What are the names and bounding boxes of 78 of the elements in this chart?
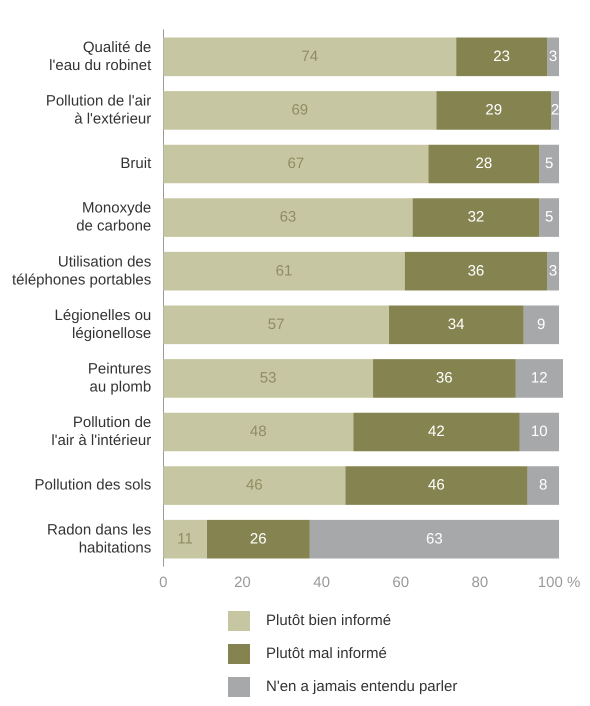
bar — [516, 359, 563, 398]
y-tick-label: Bruit — [120, 155, 152, 172]
data-label: 9 — [537, 316, 546, 333]
y-tick-label: Radon dans les habitations — [47, 521, 152, 556]
bar — [456, 38, 548, 76]
bar — [412, 198, 540, 237]
bar — [310, 520, 560, 558]
data-label: 57 — [268, 316, 284, 333]
legend-label: Plutôt bien informé — [266, 612, 392, 629]
data-label: 46 — [246, 476, 263, 494]
bar — [539, 144, 560, 184]
data-label: 42 — [428, 423, 445, 440]
bar — [163, 198, 413, 237]
bar — [404, 252, 548, 290]
x-tick-label: 80 — [472, 574, 488, 592]
x-tick-label: 0 — [159, 574, 168, 592]
y-tick-label: Qualité de l'eau du robinet — [49, 38, 152, 74]
bar — [519, 412, 560, 452]
y-tick-label: Légionelles ou légionellose — [54, 306, 152, 342]
bar — [527, 466, 560, 505]
y-tick-label: Pollution des sols — [34, 476, 152, 494]
bar — [163, 306, 389, 344]
y-tick-label: Peintures au plomb — [88, 360, 152, 396]
data-label: 36 — [436, 370, 453, 387]
data-label: 63 — [426, 530, 443, 548]
data-label: 36 — [468, 262, 484, 280]
data-label: 3 — [548, 262, 558, 280]
data-label: 48 — [250, 423, 267, 440]
bar — [163, 38, 456, 76]
bar — [163, 252, 405, 290]
legend-label: N'en a jamais entendu parler — [266, 678, 458, 695]
data-label: 2 — [550, 102, 560, 119]
data-label: 74 — [301, 48, 318, 65]
bar — [388, 306, 524, 344]
x-tick-label: 40 — [313, 574, 330, 592]
bar — [373, 359, 516, 398]
bar — [353, 412, 520, 452]
x-tick-label: 100 % — [538, 574, 580, 592]
legend-label: Plutôt mal informé — [266, 645, 387, 662]
bar — [345, 466, 528, 505]
y-tick-label: Utilisation des téléphones portables — [12, 253, 152, 288]
x-tick-label: 20 — [234, 574, 251, 592]
data-label: 5 — [544, 208, 554, 226]
data-label: 29 — [485, 102, 502, 119]
data-label: 23 — [493, 48, 510, 65]
bar — [539, 198, 560, 237]
bar — [206, 520, 310, 558]
data-label: 5 — [544, 155, 554, 172]
bar — [436, 91, 552, 130]
data-label: 3 — [548, 48, 558, 65]
bar — [523, 306, 560, 344]
x-tick-label: 60 — [392, 574, 410, 592]
bar — [163, 520, 207, 558]
data-label: 63 — [280, 208, 296, 226]
data-label: 67 — [288, 155, 304, 172]
bar — [163, 91, 436, 130]
data-label: 61 — [276, 262, 292, 280]
data-label: 53 — [260, 370, 276, 387]
data-label: 10 — [530, 423, 548, 440]
data-label: 26 — [250, 530, 267, 548]
bar — [547, 252, 560, 290]
bar — [163, 412, 354, 452]
bar — [163, 144, 428, 184]
data-label: 8 — [539, 476, 548, 494]
y-tick-label: Pollution de l'air à l'extérieur — [46, 92, 152, 128]
data-label: 69 — [291, 102, 308, 119]
data-label: 12 — [530, 370, 548, 387]
bar — [428, 144, 540, 184]
data-label: 32 — [468, 208, 484, 226]
data-label: 28 — [476, 155, 492, 172]
data-label: 46 — [428, 476, 445, 494]
bar — [163, 359, 374, 398]
bar — [547, 38, 560, 76]
y-tick-label: Monoxyde de carbone — [76, 200, 152, 235]
y-tick-label: Pollution de l'air à l'intérieur — [51, 414, 152, 450]
bar — [163, 466, 346, 505]
data-label: 34 — [448, 316, 464, 333]
data-label: 11 — [177, 530, 193, 548]
